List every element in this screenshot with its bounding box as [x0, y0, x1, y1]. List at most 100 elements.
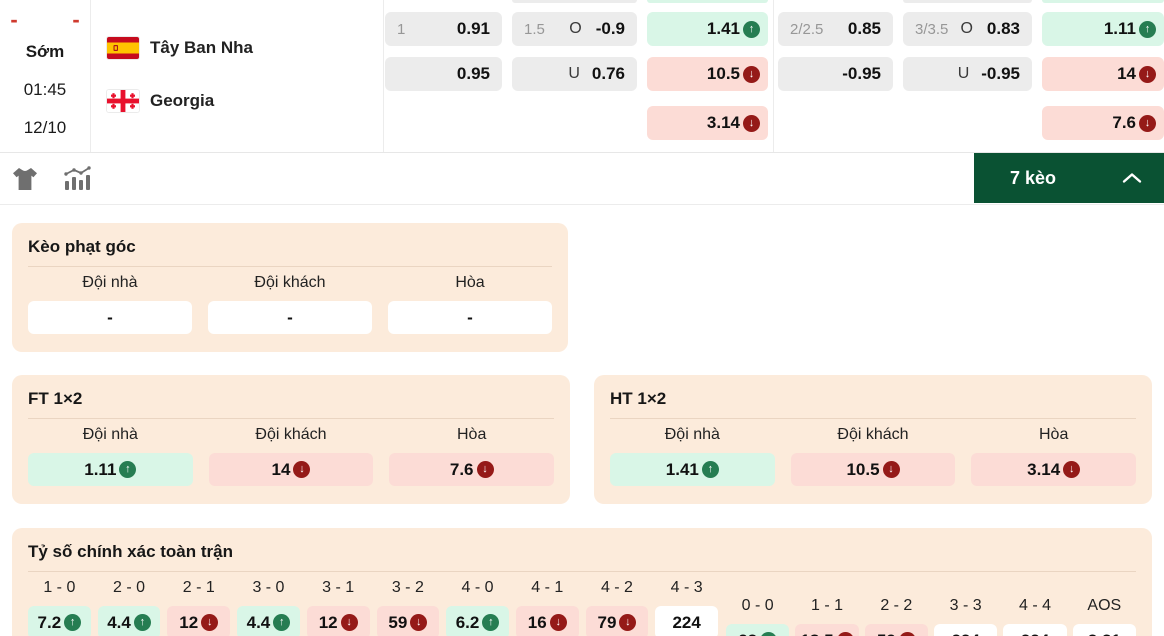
- odds-value: 16: [527, 612, 547, 632]
- 1x2-home-cell[interactable]: 1.41 ↑: [647, 12, 768, 46]
- corner-home-cell[interactable]: -: [28, 301, 192, 334]
- score-odds-cell[interactable]: 7.2 ↑: [28, 606, 91, 636]
- stats-button[interactable]: [54, 159, 100, 199]
- ft-away-cell[interactable]: 14 ↓: [208, 453, 374, 486]
- section-title: HT 1×2: [610, 389, 667, 408]
- under-cell[interactable]: U 0.76: [512, 57, 637, 91]
- score-odds-cell[interactable]: 224: [933, 624, 998, 636]
- trend-arrow-icon: ↑: [273, 614, 291, 631]
- score-label: 3 - 1: [322, 579, 355, 596]
- trend-arrow-icon: ↓: [882, 461, 900, 478]
- ft-home-cell[interactable]: 1.11 ↑: [28, 453, 193, 486]
- previous-row-cell-remnant: [512, 0, 637, 3]
- trend-arrow-icon: ↑: [760, 632, 778, 636]
- score-label: 1 - 0: [43, 579, 76, 596]
- handicap-line-away-cell[interactable]: -0.95: [778, 57, 893, 91]
- 1x2-away-cell[interactable]: 10.5 ↓: [647, 57, 768, 91]
- score-label: 4 - 3: [670, 579, 703, 596]
- toolbar: 7 kèo: [0, 153, 1164, 205]
- odds-value: 12: [318, 612, 338, 632]
- score-odds-cell[interactable]: 224: [655, 606, 718, 636]
- trend-arrow-icon: ↑: [133, 614, 151, 631]
- stats-chart-icon: [64, 165, 91, 190]
- 1x2-home-cell[interactable]: 1.11 ↑: [1042, 12, 1164, 46]
- 1x2-draw-odds: 7.6: [1112, 113, 1136, 132]
- ht-home-cell[interactable]: 1.41 ↑: [610, 453, 775, 486]
- odds-value: 3.14: [1027, 459, 1061, 479]
- trend-arrow-icon: ↑: [743, 20, 760, 38]
- correct-score-card: Tỷ số chính xác toàn trận 1 - 0 7.2 ↑ 2 -…: [12, 528, 1152, 636]
- under-label: U: [568, 65, 580, 82]
- score-odds-cell[interactable]: 4.4 ↑: [237, 606, 300, 636]
- score-odds-cell[interactable]: 12 ↓: [306, 606, 370, 636]
- handicap-away-odds: -0.95: [842, 64, 881, 83]
- handicap-line-home-cell[interactable]: 1 0.91: [385, 12, 502, 46]
- ht-draw-cell[interactable]: 3.14 ↓: [971, 453, 1137, 486]
- handicap-line-away-cell[interactable]: 0.95: [385, 57, 502, 91]
- column-label: Đội khách: [837, 426, 909, 443]
- trend-arrow-icon: ↓: [1063, 461, 1081, 478]
- divider: [383, 0, 384, 152]
- home-team-row[interactable]: Tây Ban Nha: [107, 37, 253, 59]
- over-cell[interactable]: 1.5 O -0.9: [512, 12, 637, 46]
- home-team-name: Tây Ban Nha: [150, 38, 253, 57]
- odds-value: -: [467, 307, 473, 327]
- odds-count-button[interactable]: 7 kèo: [974, 153, 1164, 203]
- score-odds-cell[interactable]: 12 ↓: [167, 606, 231, 636]
- score-label: 4 - 4: [1018, 597, 1051, 614]
- score-label: 2 - 0: [113, 579, 146, 596]
- odds-value: 224: [951, 631, 979, 636]
- odds-value: 7.6: [449, 459, 474, 479]
- score-odds-cell[interactable]: 4.4 ↑: [97, 606, 161, 636]
- 1x2-away-cell[interactable]: 14 ↓: [1042, 57, 1164, 91]
- 1x2-draw-cell[interactable]: 3.14 ↓: [647, 106, 768, 140]
- score-odds-cell[interactable]: 23↑: [726, 624, 790, 636]
- home-score-placeholder: -: [10, 7, 18, 32]
- score-odds-cell[interactable]: 79 ↓: [585, 606, 649, 636]
- score-odds-cell[interactable]: 6.2 ↑: [446, 606, 509, 636]
- jersey-button[interactable]: [2, 159, 48, 199]
- previous-row-cell-remnant: [1042, 0, 1164, 3]
- score-odds-cell[interactable]: 224: [1003, 624, 1067, 636]
- trend-arrow-icon: ↓: [836, 632, 854, 636]
- score-odds-cell[interactable]: 3.31: [1072, 624, 1136, 636]
- away-team-row[interactable]: Georgia: [107, 90, 214, 112]
- score-odds-cell[interactable]: 59↓: [376, 606, 440, 636]
- ft-draw-cell[interactable]: 7.6 ↓: [389, 453, 555, 486]
- over-cell[interactable]: 3/3.5 O 0.83: [903, 12, 1032, 46]
- trend-arrow-icon: ↑: [119, 461, 137, 478]
- away-score-placeholder: -: [72, 7, 80, 32]
- trend-arrow-icon: ↓: [619, 614, 637, 631]
- score-label: 1 - 1: [810, 597, 843, 614]
- over-label: O: [960, 20, 973, 37]
- trend-arrow-icon: ↓: [743, 65, 760, 83]
- divider: [90, 0, 91, 152]
- score-label: 3 - 3: [949, 597, 982, 614]
- score-label: 4 - 2: [600, 579, 633, 596]
- score-odds-cell[interactable]: 59↓: [864, 624, 928, 636]
- trend-arrow-icon: ↓: [476, 461, 494, 478]
- under-cell[interactable]: U -0.95: [903, 57, 1032, 91]
- column-label: Đội khách: [255, 426, 327, 443]
- score-odds-cell[interactable]: 18.5↓: [795, 624, 859, 636]
- column-label: Hòa: [1039, 426, 1069, 443]
- odds-value: 224: [672, 612, 701, 632]
- 1x2-draw-cell[interactable]: 7.6 ↓: [1042, 106, 1164, 140]
- handicap-line-home-cell[interactable]: 2/2.5 0.85: [778, 12, 893, 46]
- trend-arrow-icon: ↓: [201, 614, 219, 631]
- handicap-home-odds: 0.85: [847, 19, 881, 38]
- score-odds-cell[interactable]: 16 ↓: [515, 606, 579, 636]
- corner-odds-card: Kèo phạt góc Đội nhà - Đội khách -: [12, 223, 568, 352]
- column-label: Đội nhà: [82, 274, 138, 291]
- odds-count-label: 7 kèo: [1010, 167, 1057, 188]
- corner-away-cell[interactable]: -: [208, 301, 372, 334]
- ht-away-cell[interactable]: 10.5 ↓: [790, 453, 956, 486]
- trend-arrow-icon: ↑: [64, 614, 82, 631]
- chevron-up-icon: [1122, 173, 1142, 183]
- corner-draw-cell[interactable]: -: [388, 301, 552, 334]
- odds-value: 4.4: [246, 612, 271, 632]
- divider: [773, 0, 774, 152]
- over-odds: -0.9: [595, 19, 625, 38]
- section-title: FT 1×2: [28, 389, 83, 408]
